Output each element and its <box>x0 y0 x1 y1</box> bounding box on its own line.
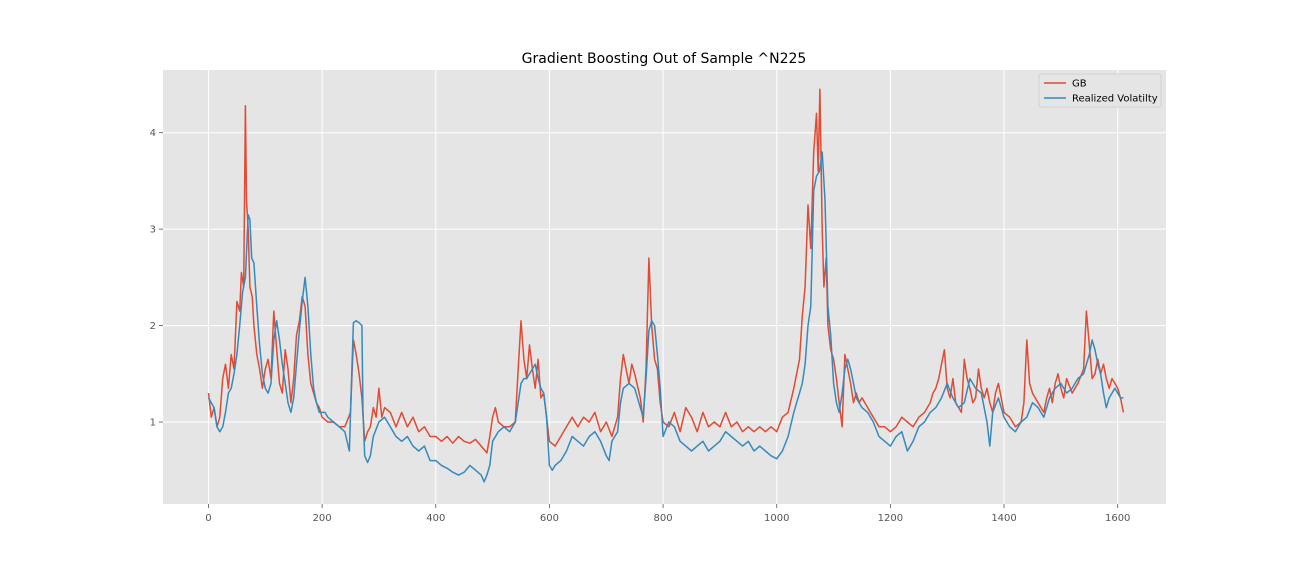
x-tick-label: 600 <box>540 513 559 524</box>
y-tick-label: 3 <box>150 225 156 236</box>
x-tick-label: 400 <box>426 513 445 524</box>
y-tick-label: 1 <box>150 418 156 429</box>
plot-area <box>163 70 1166 504</box>
grid-lines <box>163 70 1166 504</box>
x-tick-label: 1400 <box>991 513 1016 524</box>
y-tick-label: 4 <box>150 128 156 139</box>
axis-ticks: 0 200 400 600 800 1000 1200 1400 1600 1 2 3 4 <box>150 128 1131 524</box>
legend-label-realized-volatility: Realized Volatilty <box>1072 94 1158 105</box>
legend-box <box>1038 73 1162 108</box>
x-tick-label: 0 <box>205 513 211 524</box>
x-tick-label: 1600 <box>1105 513 1130 524</box>
y-tick-label: 2 <box>150 321 156 332</box>
x-tick-label: 1000 <box>764 513 789 524</box>
x-tick-label: 200 <box>313 513 332 524</box>
x-tick-label: 800 <box>654 513 673 524</box>
series-lines <box>207 88 1125 483</box>
series-line-realized-volatilty <box>207 151 1124 483</box>
legend: GB Realized Volatilty <box>1038 73 1162 108</box>
x-tick-label: 1200 <box>878 513 903 524</box>
legend-label-gb: GB <box>1072 79 1087 90</box>
chart-title: Gradient Boosting Out of Sample ^N225 <box>522 51 807 67</box>
